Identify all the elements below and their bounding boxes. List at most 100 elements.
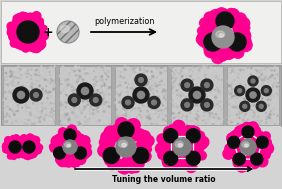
Circle shape (187, 109, 189, 111)
Circle shape (4, 80, 6, 82)
Circle shape (22, 107, 23, 108)
Circle shape (275, 110, 277, 112)
Circle shape (196, 114, 197, 115)
Circle shape (143, 136, 149, 142)
Circle shape (249, 155, 258, 164)
Circle shape (103, 68, 105, 69)
Circle shape (164, 136, 169, 142)
Circle shape (266, 119, 267, 120)
Circle shape (130, 105, 131, 107)
Circle shape (232, 96, 233, 97)
Circle shape (235, 32, 244, 41)
Circle shape (34, 36, 40, 42)
Circle shape (234, 71, 235, 73)
Circle shape (81, 124, 83, 126)
Circle shape (10, 39, 18, 47)
Circle shape (20, 147, 27, 154)
Circle shape (74, 107, 75, 108)
Circle shape (127, 119, 136, 129)
Circle shape (208, 39, 215, 47)
Circle shape (95, 76, 96, 77)
Circle shape (12, 137, 17, 141)
Circle shape (165, 130, 175, 140)
Circle shape (17, 105, 18, 106)
Circle shape (75, 68, 76, 69)
Circle shape (67, 157, 72, 162)
Circle shape (101, 131, 113, 143)
Circle shape (86, 105, 88, 108)
Circle shape (272, 117, 274, 119)
Circle shape (119, 115, 121, 116)
Circle shape (277, 115, 278, 116)
Circle shape (138, 108, 140, 109)
Circle shape (236, 114, 237, 115)
Circle shape (140, 69, 141, 70)
Circle shape (60, 117, 61, 119)
Circle shape (29, 138, 34, 143)
Circle shape (267, 116, 268, 117)
Circle shape (134, 67, 136, 69)
Circle shape (173, 162, 180, 169)
Circle shape (26, 115, 28, 116)
Circle shape (255, 114, 256, 115)
Circle shape (46, 93, 47, 94)
Circle shape (12, 99, 13, 100)
Circle shape (258, 139, 265, 145)
Circle shape (33, 153, 37, 156)
Circle shape (34, 40, 45, 50)
Circle shape (56, 149, 66, 159)
Circle shape (162, 141, 173, 153)
Circle shape (253, 116, 254, 117)
Circle shape (118, 122, 134, 138)
Circle shape (65, 81, 67, 83)
Circle shape (26, 149, 32, 156)
Circle shape (218, 118, 219, 119)
Circle shape (204, 66, 205, 67)
Circle shape (190, 75, 191, 77)
Circle shape (237, 159, 248, 169)
Circle shape (207, 100, 208, 101)
Circle shape (232, 89, 233, 91)
Circle shape (157, 123, 158, 124)
Circle shape (73, 70, 75, 72)
Circle shape (230, 120, 231, 121)
Circle shape (258, 148, 270, 160)
Circle shape (12, 81, 14, 83)
Circle shape (119, 94, 120, 96)
Circle shape (132, 84, 133, 85)
Circle shape (199, 98, 200, 99)
Circle shape (219, 92, 220, 93)
Circle shape (28, 109, 30, 111)
Circle shape (25, 14, 34, 23)
Circle shape (103, 111, 105, 112)
Circle shape (250, 85, 252, 87)
Circle shape (73, 132, 80, 140)
Circle shape (148, 93, 150, 95)
Circle shape (10, 70, 11, 71)
Circle shape (268, 117, 270, 119)
Circle shape (20, 101, 22, 102)
Circle shape (136, 99, 137, 100)
Circle shape (23, 43, 30, 50)
Circle shape (233, 96, 234, 97)
Circle shape (105, 98, 107, 100)
Circle shape (124, 108, 125, 110)
Circle shape (53, 119, 55, 121)
Circle shape (92, 117, 93, 118)
Bar (59, 66, 111, 125)
Bar (1, 1, 281, 63)
Circle shape (59, 99, 60, 100)
Circle shape (45, 115, 46, 116)
Circle shape (238, 45, 244, 51)
Circle shape (202, 66, 203, 67)
Circle shape (82, 95, 84, 96)
Circle shape (78, 75, 79, 77)
Circle shape (148, 106, 149, 107)
Circle shape (174, 102, 175, 103)
Circle shape (273, 108, 275, 110)
Circle shape (27, 150, 33, 156)
Circle shape (22, 85, 23, 86)
Circle shape (150, 69, 152, 70)
Circle shape (47, 67, 48, 69)
Circle shape (243, 87, 244, 88)
